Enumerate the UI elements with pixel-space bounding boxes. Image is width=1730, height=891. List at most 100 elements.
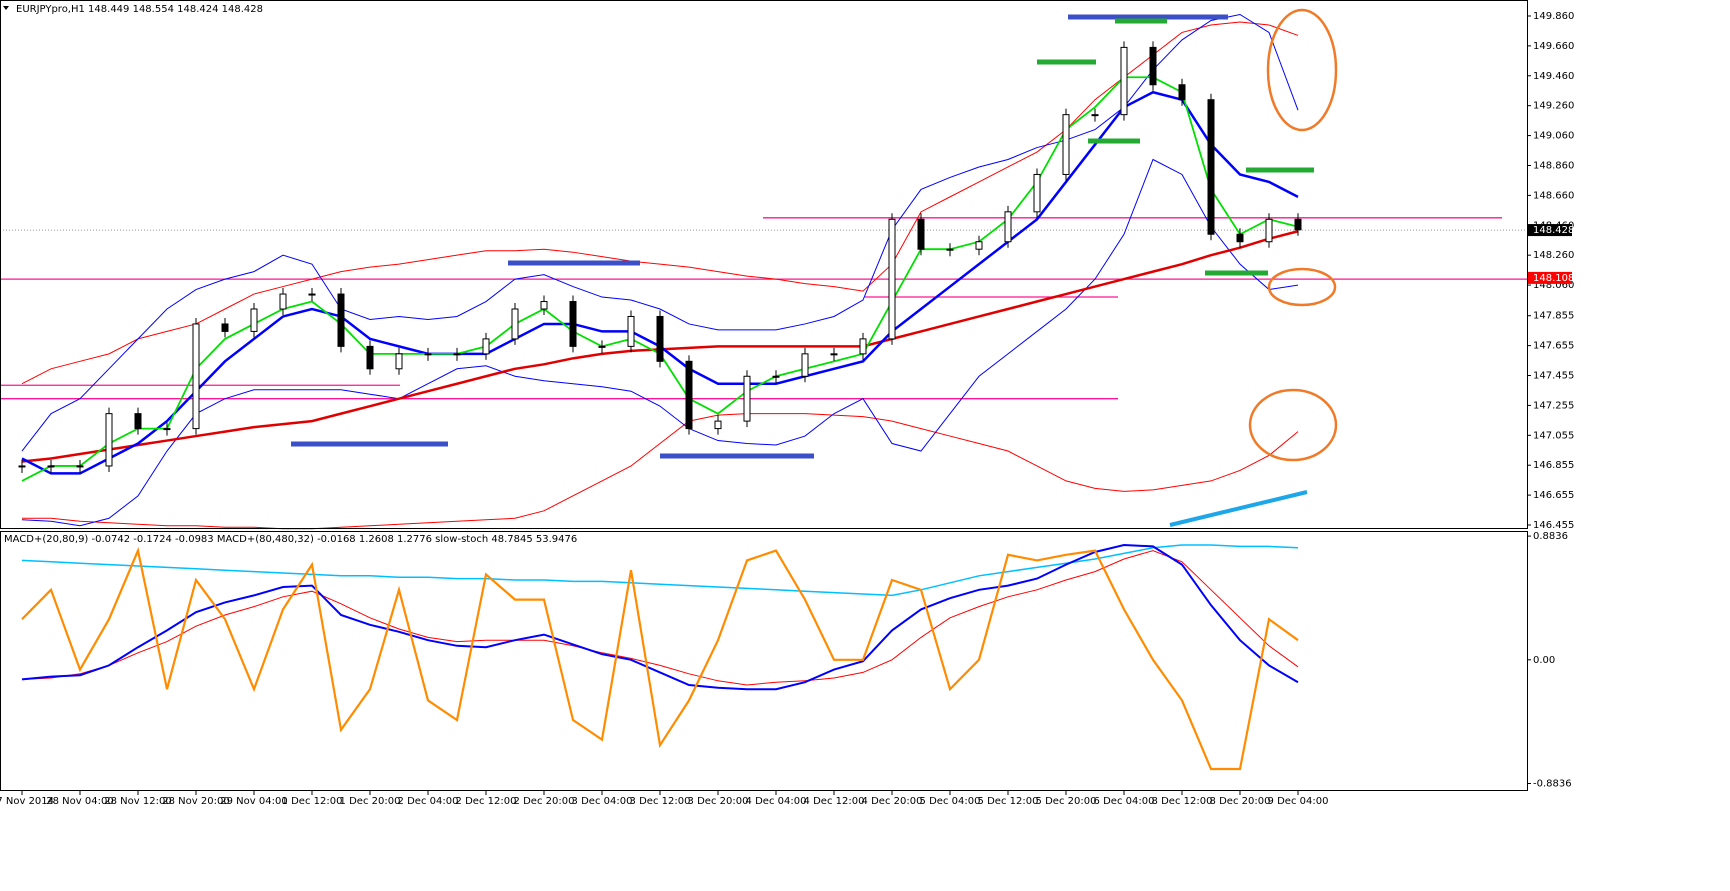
- y-tick-label: 147.455: [1533, 371, 1574, 382]
- x-tick-label: 1 Dec 20:00: [340, 796, 401, 807]
- y-tick-label: 147.855: [1533, 311, 1574, 322]
- x-tick-label: 28 Nov 04:00: [46, 796, 113, 807]
- x-tick-label: 5 Dec 12:00: [978, 796, 1039, 807]
- x-tick-label: 4 Dec 12:00: [804, 796, 865, 807]
- highlight-ellipse: [1266, 8, 1338, 132]
- candle-body: [1178, 84, 1186, 101]
- y-tick-label: 149.860: [1533, 11, 1574, 22]
- candle-body: [1207, 99, 1215, 235]
- candle-body: [888, 218, 896, 340]
- y-tick-label: 147.655: [1533, 341, 1574, 352]
- y-tick-label: 147.055: [1533, 430, 1574, 441]
- candle-body: [627, 315, 635, 347]
- y-tick-label: 149.460: [1533, 71, 1574, 82]
- indicator-line: [21, 546, 1299, 771]
- y-tick-label: 146.655: [1533, 490, 1574, 501]
- y-tick-label: 146.455: [1533, 520, 1574, 531]
- candle-body: [1236, 233, 1244, 243]
- candle-body: [946, 248, 954, 251]
- candle-body: [105, 413, 113, 467]
- candle-body: [1149, 46, 1157, 86]
- x-tick-label: 5 Dec 20:00: [1036, 796, 1097, 807]
- x-tick-label: 8 Dec 20:00: [1210, 796, 1271, 807]
- candle-body: [308, 293, 316, 296]
- candle-body: [540, 301, 548, 310]
- candle-body: [1091, 114, 1099, 117]
- x-tick-label: 4 Dec 04:00: [746, 796, 807, 807]
- x-tick-label: 1 Dec 12:00: [282, 796, 343, 807]
- trend-line: [1169, 490, 1308, 527]
- y-tick-label: 146.855: [1533, 460, 1574, 471]
- candle-body: [656, 315, 664, 362]
- y-tick-label: 149.260: [1533, 101, 1574, 112]
- x-tick-label: 8 Dec 12:00: [1152, 796, 1213, 807]
- candle-body: [453, 353, 461, 356]
- price-label: 148.108: [1533, 273, 1574, 284]
- candle-body: [1033, 173, 1041, 213]
- highlight-ellipse: [1248, 388, 1338, 462]
- indicator-line: [21, 550, 1299, 686]
- indicator-line: [21, 21, 1299, 385]
- indicator-panel-frame: [0, 531, 1528, 791]
- x-tick-label: 2 Dec 04:00: [398, 796, 459, 807]
- candle-body: [917, 218, 925, 250]
- y-tick-label: 148.060: [1533, 280, 1574, 291]
- highlight-ellipse: [1267, 267, 1337, 307]
- candle-body: [192, 323, 200, 430]
- main-panel-frame: [0, 0, 1528, 529]
- candle-body: [685, 360, 693, 430]
- y-tick-label: 149.060: [1533, 131, 1574, 142]
- candle-body: [424, 353, 432, 356]
- candle-body: [859, 338, 867, 355]
- candle-body: [598, 345, 606, 348]
- x-tick-label: 27 Nov 2014: [0, 796, 54, 807]
- candle-body: [279, 293, 287, 310]
- candle-body: [743, 375, 751, 422]
- candle-body: [221, 323, 229, 332]
- candle-body: [511, 308, 519, 340]
- x-tick-label: 28 Nov 12:00: [104, 796, 171, 807]
- x-tick-label: 28 Nov 20:00: [162, 796, 229, 807]
- indicator-header: MACD+(20,80,9) -0.0742 -0.1724 -0.0983 M…: [4, 534, 577, 545]
- y-tick-label: 148.860: [1533, 160, 1574, 171]
- candle-body: [1004, 211, 1012, 243]
- candle-body: [1062, 114, 1070, 175]
- candle-body: [1265, 218, 1273, 243]
- candle-body: [772, 375, 780, 378]
- candle-body: [975, 241, 983, 250]
- x-tick-label: 5 Dec 04:00: [920, 796, 981, 807]
- indicator-line: [22, 413, 1299, 530]
- candle-body: [366, 345, 374, 370]
- candle-body: [1294, 218, 1302, 231]
- candle-body: [163, 428, 171, 431]
- x-tick-label: 2 Dec 20:00: [514, 796, 575, 807]
- x-tick-label: 3 Dec 04:00: [572, 796, 633, 807]
- y-tick-label: 147.255: [1533, 400, 1574, 411]
- x-tick-label: 3 Dec 20:00: [688, 796, 749, 807]
- y-tick-label: 148.660: [1533, 190, 1574, 201]
- y-tick-label: 149.660: [1533, 41, 1574, 52]
- candle-body: [134, 413, 142, 430]
- symbol-header: EURJPYpro,H1 148.449 148.554 148.424 148…: [16, 4, 263, 15]
- candle-body: [76, 465, 84, 468]
- annotations: [291, 8, 1338, 527]
- x-tick-label: 6 Dec 04:00: [1094, 796, 1155, 807]
- y-tick-label: 148.260: [1533, 250, 1574, 261]
- x-tick-label: 4 Dec 20:00: [862, 796, 923, 807]
- candle-body: [830, 353, 838, 356]
- x-tick-label: 2 Dec 12:00: [456, 796, 517, 807]
- candle-body: [337, 293, 345, 347]
- x-tick-label: 29 Nov 04:00: [220, 796, 287, 807]
- indicator-line: [21, 544, 1299, 597]
- candle-body: [47, 465, 55, 468]
- indicator-line: [21, 543, 1299, 691]
- price-label-box: [1528, 271, 1572, 284]
- header-arrow: [3, 6, 9, 10]
- candle-body: [569, 301, 577, 347]
- candle-body: [1120, 46, 1128, 116]
- indicator-line: [21, 13, 1299, 452]
- x-tick-label: 9 Dec 04:00: [1268, 796, 1329, 807]
